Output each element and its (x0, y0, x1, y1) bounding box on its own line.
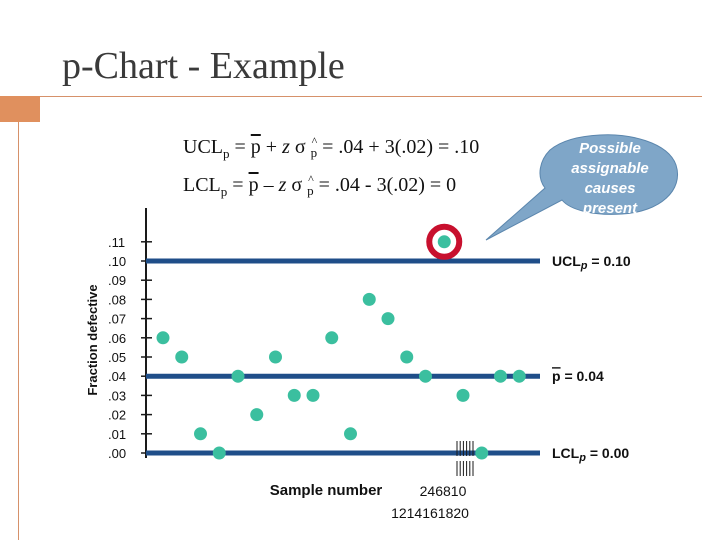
control-line-label: LCLp = 0.00 (552, 445, 629, 464)
callout-line: present (582, 200, 638, 217)
accent-square (0, 96, 40, 122)
data-point (381, 312, 395, 326)
y-tick-label: .10 (108, 254, 126, 269)
slide-title: p-Chart - Example (62, 45, 345, 87)
data-point (250, 408, 264, 422)
ucl-formula-sub: p (223, 146, 230, 161)
ucl-formula: UCLp = p + z σ p = .04 + 3(.02) = .10 (183, 134, 480, 162)
x-tick-labels-line1: 246810 (420, 483, 467, 499)
y-tick-label: .01 (108, 427, 126, 442)
accent-horizontal-rule (0, 96, 702, 97)
accent-vertical-rule (18, 96, 19, 540)
lcl-formula-sub: p (220, 184, 228, 199)
callout-bubble (485, 134, 678, 241)
data-point (212, 446, 226, 460)
y-tick-label: .11 (108, 235, 125, 250)
y-tick-label: .09 (108, 273, 126, 288)
control-lines: UCLp = 0.10 p = 0.04 LCLp = 0.00 (146, 253, 631, 464)
callout-line: assignable (571, 160, 649, 177)
y-tick-label: .00 (108, 446, 126, 461)
x-axis-label: Sample number (270, 482, 383, 499)
ucl-formula-rest: = .04 + 3(.02) = .10 (322, 136, 480, 158)
data-point (344, 427, 357, 441)
callout-line: Possible (579, 140, 641, 157)
data-point (306, 388, 320, 402)
lcl-formula-lhs: LCL (183, 174, 221, 196)
data-point (362, 292, 376, 306)
data-point (475, 446, 489, 460)
callout-text: Possible assignable causes present (549, 139, 671, 219)
data-point (512, 369, 526, 383)
data-point (175, 350, 189, 364)
lcl-formula: LCLp = p – z σ p = .04 - 3(.02) = 0 (183, 172, 457, 200)
control-line-label: UCLp = 0.10 (552, 253, 631, 272)
data-point (194, 427, 207, 441)
data-points (156, 235, 526, 460)
data-point (231, 369, 245, 383)
data-point (400, 350, 414, 364)
y-axis-label: Fraction defective (85, 284, 100, 395)
highlight-ring (426, 223, 463, 260)
lcl-formula-rest: = .04 - 3(.02) = 0 (318, 174, 457, 196)
data-point (156, 331, 170, 345)
y-tick-label: .06 (108, 331, 126, 346)
data-point (287, 388, 301, 402)
y-axis-ticks: .11 .10 .09 .08 .07 .06 .05 .04 .03 .02 .01 .00 (108, 235, 152, 461)
y-tick-label: .04 (108, 369, 126, 384)
data-point (456, 388, 470, 402)
y-tick-label: .05 (108, 350, 126, 365)
y-tick-label: .08 (108, 292, 126, 307)
y-tick-label: .07 (108, 312, 126, 327)
ucl-formula-lhs: UCL (183, 136, 223, 158)
x-tick-labels-line2: 1214161820 (391, 505, 469, 521)
y-tick-label: .02 (108, 408, 126, 423)
data-point (325, 331, 339, 345)
data-point (419, 369, 432, 383)
data-point (437, 235, 451, 249)
control-line-label: p = 0.04 (552, 368, 604, 384)
data-point (494, 369, 507, 383)
callout-line: causes (584, 180, 636, 197)
y-tick-label: .03 (108, 388, 126, 403)
x-axis-ticks (456, 441, 474, 476)
data-point (269, 350, 282, 364)
